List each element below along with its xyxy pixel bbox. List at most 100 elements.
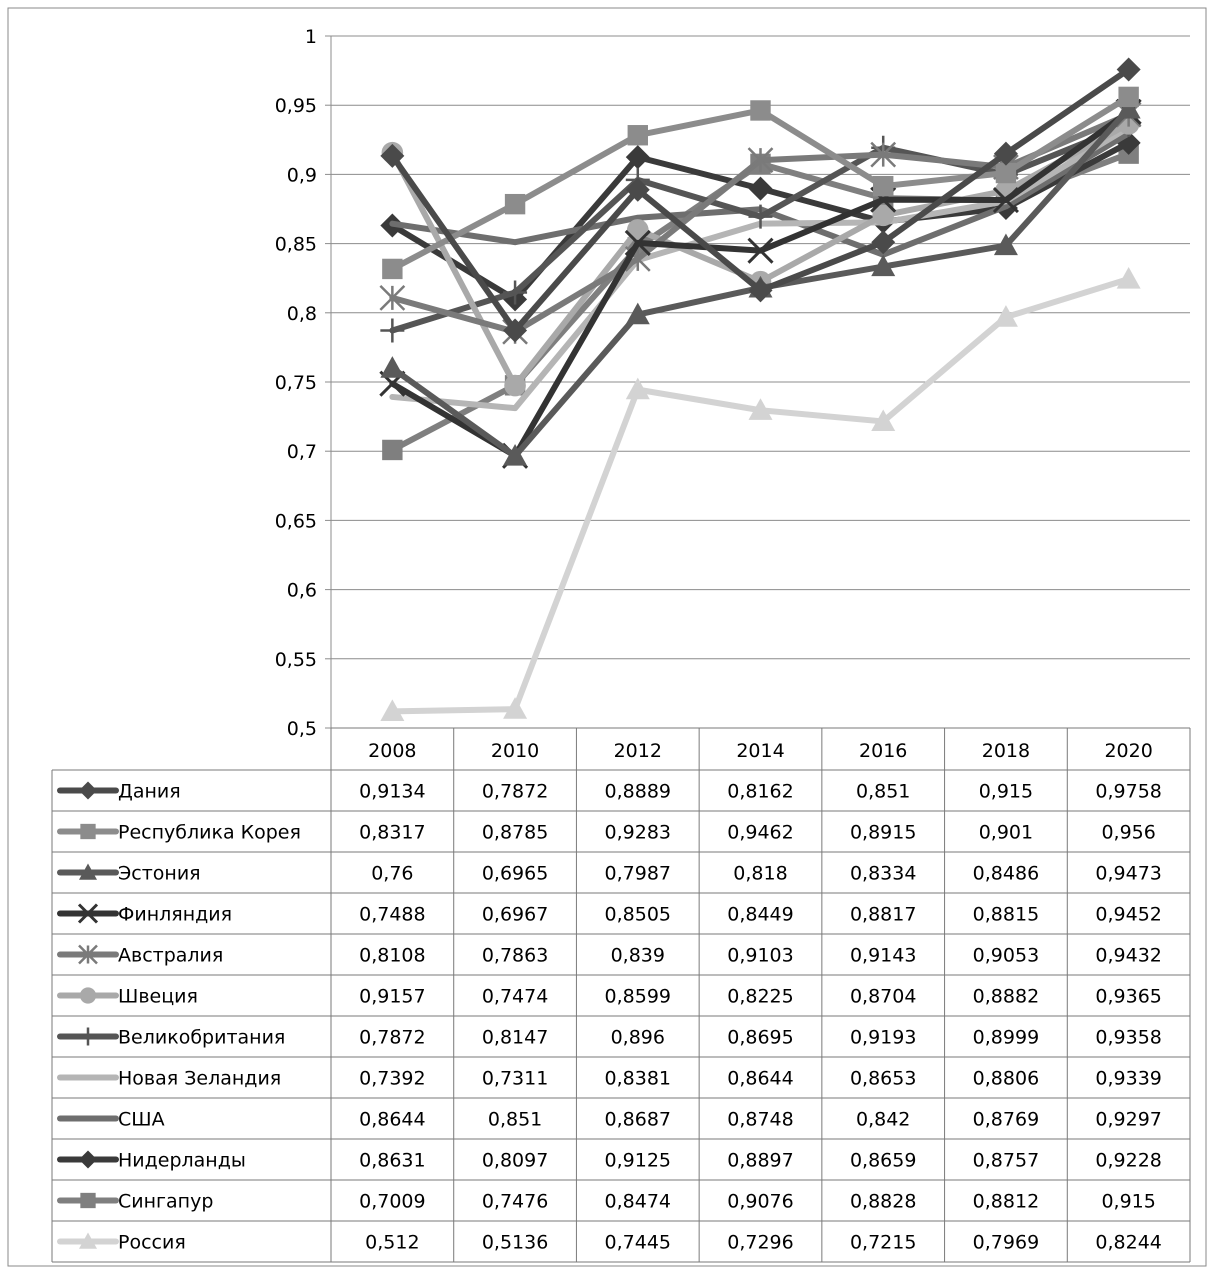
data-label: 0,9134: [359, 781, 425, 803]
legend-key: [57, 1192, 119, 1209]
data-point: [870, 141, 897, 168]
data-point: [77, 903, 99, 924]
x-tick-label: 2018: [982, 740, 1030, 762]
data-table: 2008 2010 2012 2014 2016 2018 2020 Дания 0,9134 0…: [51, 727, 1191, 1263]
data-point: [379, 284, 406, 311]
x-tick-label: 2016: [859, 740, 907, 762]
legend-key: [57, 1232, 119, 1249]
data-label: 0,8806: [973, 1068, 1039, 1090]
data-point: [871, 230, 896, 255]
data-label: 0,8757: [973, 1150, 1039, 1172]
data-label: 0,7296: [727, 1232, 793, 1254]
data-label: 0,842: [856, 1109, 910, 1131]
table-row: Великобритания 0,7872 0,8147 0,896 0,8695 0,9…: [57, 1027, 1162, 1049]
data-point: [79, 1150, 97, 1169]
data-point: [993, 305, 1018, 327]
data-label: 0,9358: [1095, 1027, 1161, 1049]
data-point: [748, 176, 773, 201]
data-label: 0,8334: [850, 863, 916, 885]
data-label: 0,512: [365, 1232, 419, 1254]
legend-label: Финляндия: [118, 904, 232, 926]
x-tick-label: 2008: [368, 740, 416, 762]
data-point: [79, 987, 97, 1004]
y-tick-label: 0,7: [287, 441, 317, 463]
data-label: 0,9432: [1095, 945, 1161, 967]
data-label: 0,8785: [482, 822, 548, 844]
data-label: 0,8687: [605, 1109, 671, 1131]
data-point: [626, 219, 649, 241]
table-row: Эстония 0,76 0,6965 0,7987 0,818 0,8334 0,8486…: [57, 863, 1162, 885]
data-point: [504, 193, 526, 215]
data-label: 0,7872: [359, 1027, 425, 1049]
data-point: [382, 439, 403, 461]
data-point: [1116, 96, 1141, 119]
legend-label: Нидерланды: [118, 1150, 246, 1172]
x-tick-label: 2020: [1104, 740, 1152, 762]
data-point: [995, 162, 1017, 184]
data-label: 0,915: [979, 781, 1033, 803]
data-label: 0,8486: [973, 863, 1039, 885]
data-point: [1118, 86, 1139, 108]
data-point: [79, 863, 97, 880]
legend-label: Швеция: [118, 986, 198, 1008]
data-point: [80, 823, 96, 840]
legend-label: Австралия: [118, 945, 223, 967]
data-label: 0,9283: [605, 822, 671, 844]
data-point: [992, 186, 1019, 214]
data-label: 0,9125: [605, 1150, 671, 1172]
y-tick-label: 1: [305, 26, 317, 48]
legend-key: [57, 1027, 119, 1046]
data-label: 0,8317: [359, 822, 425, 844]
data-label: 0,8897: [727, 1150, 793, 1172]
data-point: [993, 233, 1018, 256]
data-label: 0,8769: [973, 1109, 1039, 1131]
data-label: 0,8999: [973, 1027, 1039, 1049]
table-row: Сингапур 0,7009 0,7476 0,8474 0,9076 0,8828 0,…: [57, 1191, 1156, 1213]
legend-label: Дания: [118, 781, 181, 803]
data-point: [79, 1232, 97, 1249]
data-point: [873, 175, 894, 197]
data-label: 0,8817: [850, 904, 916, 926]
x-tick-label: 2010: [491, 740, 539, 762]
data-point: [748, 204, 773, 229]
data-point: [503, 697, 528, 719]
legend-key: [57, 903, 119, 924]
data-label: 0,9365: [1095, 986, 1161, 1008]
data-label: 0,9103: [727, 945, 793, 967]
data-label: 0,8748: [727, 1109, 793, 1131]
legend-label: Великобритания: [118, 1027, 285, 1049]
y-tick-label: 0,6: [287, 580, 317, 602]
data-point: [747, 237, 774, 264]
data-label: 0,7311: [482, 1068, 548, 1090]
data-point: [627, 125, 648, 146]
table-row: Швеция 0,9157 0,7474 0,8599 0,8225 0,8704 0,88…: [57, 986, 1162, 1008]
legend-key: [57, 987, 119, 1004]
legend-label: Сингапур: [118, 1191, 213, 1213]
data-label: 0,7987: [605, 863, 671, 885]
legend-label: США: [118, 1109, 165, 1131]
y-tick-label: 0,95: [275, 95, 317, 117]
data-label: 0,7392: [359, 1068, 425, 1090]
data-point: [380, 356, 405, 378]
data-label: 0,8162: [727, 781, 793, 803]
data-point: [871, 254, 896, 277]
data-point: [625, 302, 650, 325]
table-row: Дания 0,9134 0,7872 0,8889 0,8162 0,851 0,915 0…: [57, 781, 1162, 803]
data-label: 0,839: [611, 945, 665, 967]
data-label: 0,9452: [1095, 904, 1161, 926]
data-point: [504, 374, 526, 397]
data-point: [871, 409, 896, 432]
data-label: 0,896: [611, 1027, 665, 1049]
data-label: 0,818: [733, 863, 787, 885]
y-tick-label: 0,9: [287, 164, 317, 186]
y-tick-label: 0,65: [275, 510, 317, 532]
y-tick-label: 0,75: [275, 372, 317, 394]
data-point: [993, 141, 1018, 166]
data-point: [625, 377, 650, 400]
data-label: 0,8812: [973, 1191, 1039, 1213]
data-point: [1116, 57, 1141, 82]
data-label: 0,956: [1101, 822, 1155, 844]
data-label: 0,8704: [850, 986, 916, 1008]
table-row: Финляндия 0,7488 0,6967 0,8505 0,8449 0,8817 0…: [57, 903, 1162, 926]
data-label: 0,8631: [359, 1150, 425, 1172]
